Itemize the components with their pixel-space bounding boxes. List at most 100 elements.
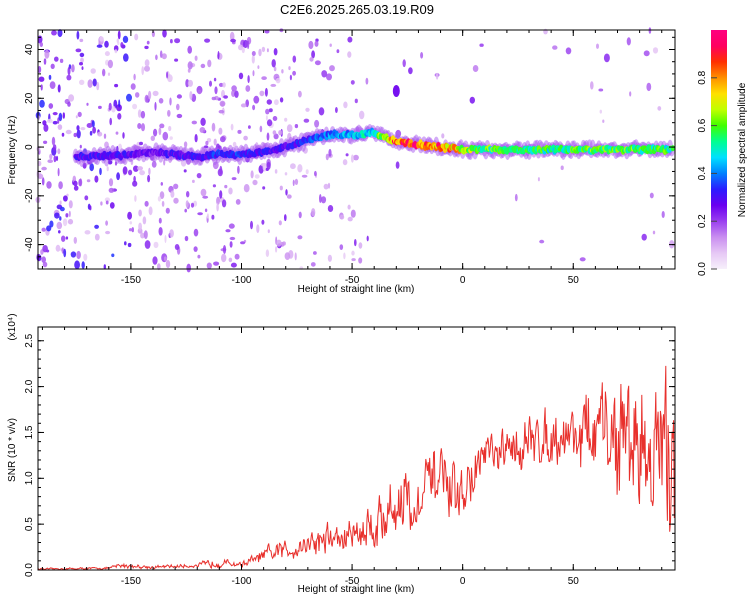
- speckle-mark: [49, 153, 53, 160]
- colorbar-label: Normalized spectral amplitude: [737, 82, 748, 217]
- speckle-mark: [107, 72, 111, 76]
- speckle-mark: [596, 43, 599, 49]
- speckle-mark: [41, 166, 47, 171]
- colorbar-tick-label: 0.4: [697, 166, 708, 180]
- speckle-mark: [173, 197, 179, 204]
- speckle-mark: [54, 56, 59, 62]
- speckle-mark: [144, 65, 150, 72]
- speckle-mark: [657, 106, 662, 111]
- speckle-mark: [281, 69, 284, 74]
- speckle-mark: [89, 205, 92, 211]
- snr-series-line: [37, 365, 675, 571]
- speckle-mark: [336, 49, 340, 54]
- speckle-mark: [243, 135, 248, 141]
- speckle-mark: [194, 55, 198, 61]
- speckle-mark: [68, 94, 75, 102]
- speckle-mark: [270, 83, 277, 87]
- speckle-mark: [197, 89, 202, 95]
- speckle-mark: [99, 36, 104, 42]
- speckle-mark: [75, 48, 82, 53]
- speckle-mark: [259, 90, 265, 97]
- speckle-mark: [159, 50, 163, 58]
- ridge-mark: [670, 145, 675, 152]
- speckle-mark: [290, 163, 296, 170]
- speckle-mark: [89, 163, 94, 172]
- speckle-mark: [347, 36, 353, 43]
- speckle-mark: [189, 91, 193, 100]
- speckle-mark: [185, 79, 190, 88]
- speckle-mark: [268, 108, 273, 113]
- speckle-mark: [537, 177, 540, 182]
- speckle-mark: [224, 184, 228, 189]
- speckle-mark: [154, 101, 157, 111]
- speckle-mark: [150, 135, 155, 141]
- speckle-mark: [216, 196, 220, 205]
- speckle-mark: [273, 66, 277, 72]
- speckle-mark: [157, 196, 161, 202]
- speckle-mark: [603, 53, 610, 63]
- speckle-mark: [83, 253, 88, 261]
- heatmap-ytick-label: 40: [24, 44, 35, 56]
- speckle-mark: [152, 256, 158, 265]
- speckle-mark: [213, 261, 220, 266]
- speckle-mark: [84, 230, 91, 235]
- speckle-mark: [241, 46, 245, 54]
- speckle-mark: [214, 86, 218, 95]
- speckle-mark: [321, 70, 328, 78]
- speckle-mark: [123, 53, 129, 62]
- snr-multiplier: (x10⁴): [7, 313, 18, 340]
- speckle-mark: [81, 66, 84, 70]
- speckle-mark: [286, 194, 292, 199]
- speckle-mark: [347, 204, 351, 210]
- speckle-mark: [228, 257, 233, 263]
- speckle-mark: [79, 79, 85, 86]
- speckle-mark: [190, 202, 195, 208]
- speckle-mark: [308, 40, 314, 50]
- speckle-mark: [187, 79, 193, 87]
- speckle-mark: [228, 187, 233, 195]
- speckle-mark: [92, 126, 96, 134]
- speckle-mark: [105, 220, 108, 226]
- speckle-mark: [159, 191, 165, 200]
- speckle-mark: [231, 177, 237, 181]
- speckle-mark: [351, 258, 356, 262]
- speckle-mark: [41, 177, 45, 186]
- speckle-mark: [184, 235, 189, 242]
- speckle-mark: [314, 170, 317, 177]
- speckle-mark: [109, 117, 112, 126]
- speckle-mark: [137, 123, 142, 129]
- speckle-mark: [200, 63, 206, 69]
- speckle-mark: [40, 84, 43, 91]
- speckle-mark: [43, 140, 48, 144]
- speckle-mark: [248, 125, 251, 129]
- speckle-mark: [97, 131, 103, 137]
- speckle-mark: [165, 260, 171, 268]
- speckle-mark: [267, 229, 270, 234]
- speckle-mark: [176, 103, 180, 111]
- speckle-mark: [148, 206, 153, 216]
- colorbar-tick-label: 0.6: [697, 118, 708, 132]
- speckle-mark: [211, 122, 216, 132]
- speckle-mark: [86, 102, 89, 106]
- speckle-mark: [104, 40, 109, 48]
- speckle-mark: [282, 241, 286, 246]
- speckle-mark: [56, 221, 63, 230]
- speckle-mark: [161, 200, 165, 207]
- speckle-mark: [163, 159, 166, 166]
- speckle-mark: [174, 38, 181, 44]
- speckle-mark: [220, 101, 225, 107]
- speckle-mark: [39, 42, 43, 47]
- speckle-mark: [68, 210, 71, 218]
- speckle-mark: [139, 170, 146, 176]
- speckle-mark: [211, 214, 215, 220]
- speckle-mark: [183, 141, 188, 148]
- speckle-mark: [143, 230, 148, 240]
- speckle-mark: [148, 167, 151, 176]
- speckle-mark: [73, 180, 78, 187]
- speckle-mark: [52, 120, 58, 125]
- speckle-mark: [243, 184, 250, 193]
- speckle-mark: [216, 203, 219, 212]
- speckle-mark: [217, 51, 220, 60]
- snr-ytick-label: 1.0: [24, 471, 35, 485]
- speckle-mark: [284, 172, 288, 176]
